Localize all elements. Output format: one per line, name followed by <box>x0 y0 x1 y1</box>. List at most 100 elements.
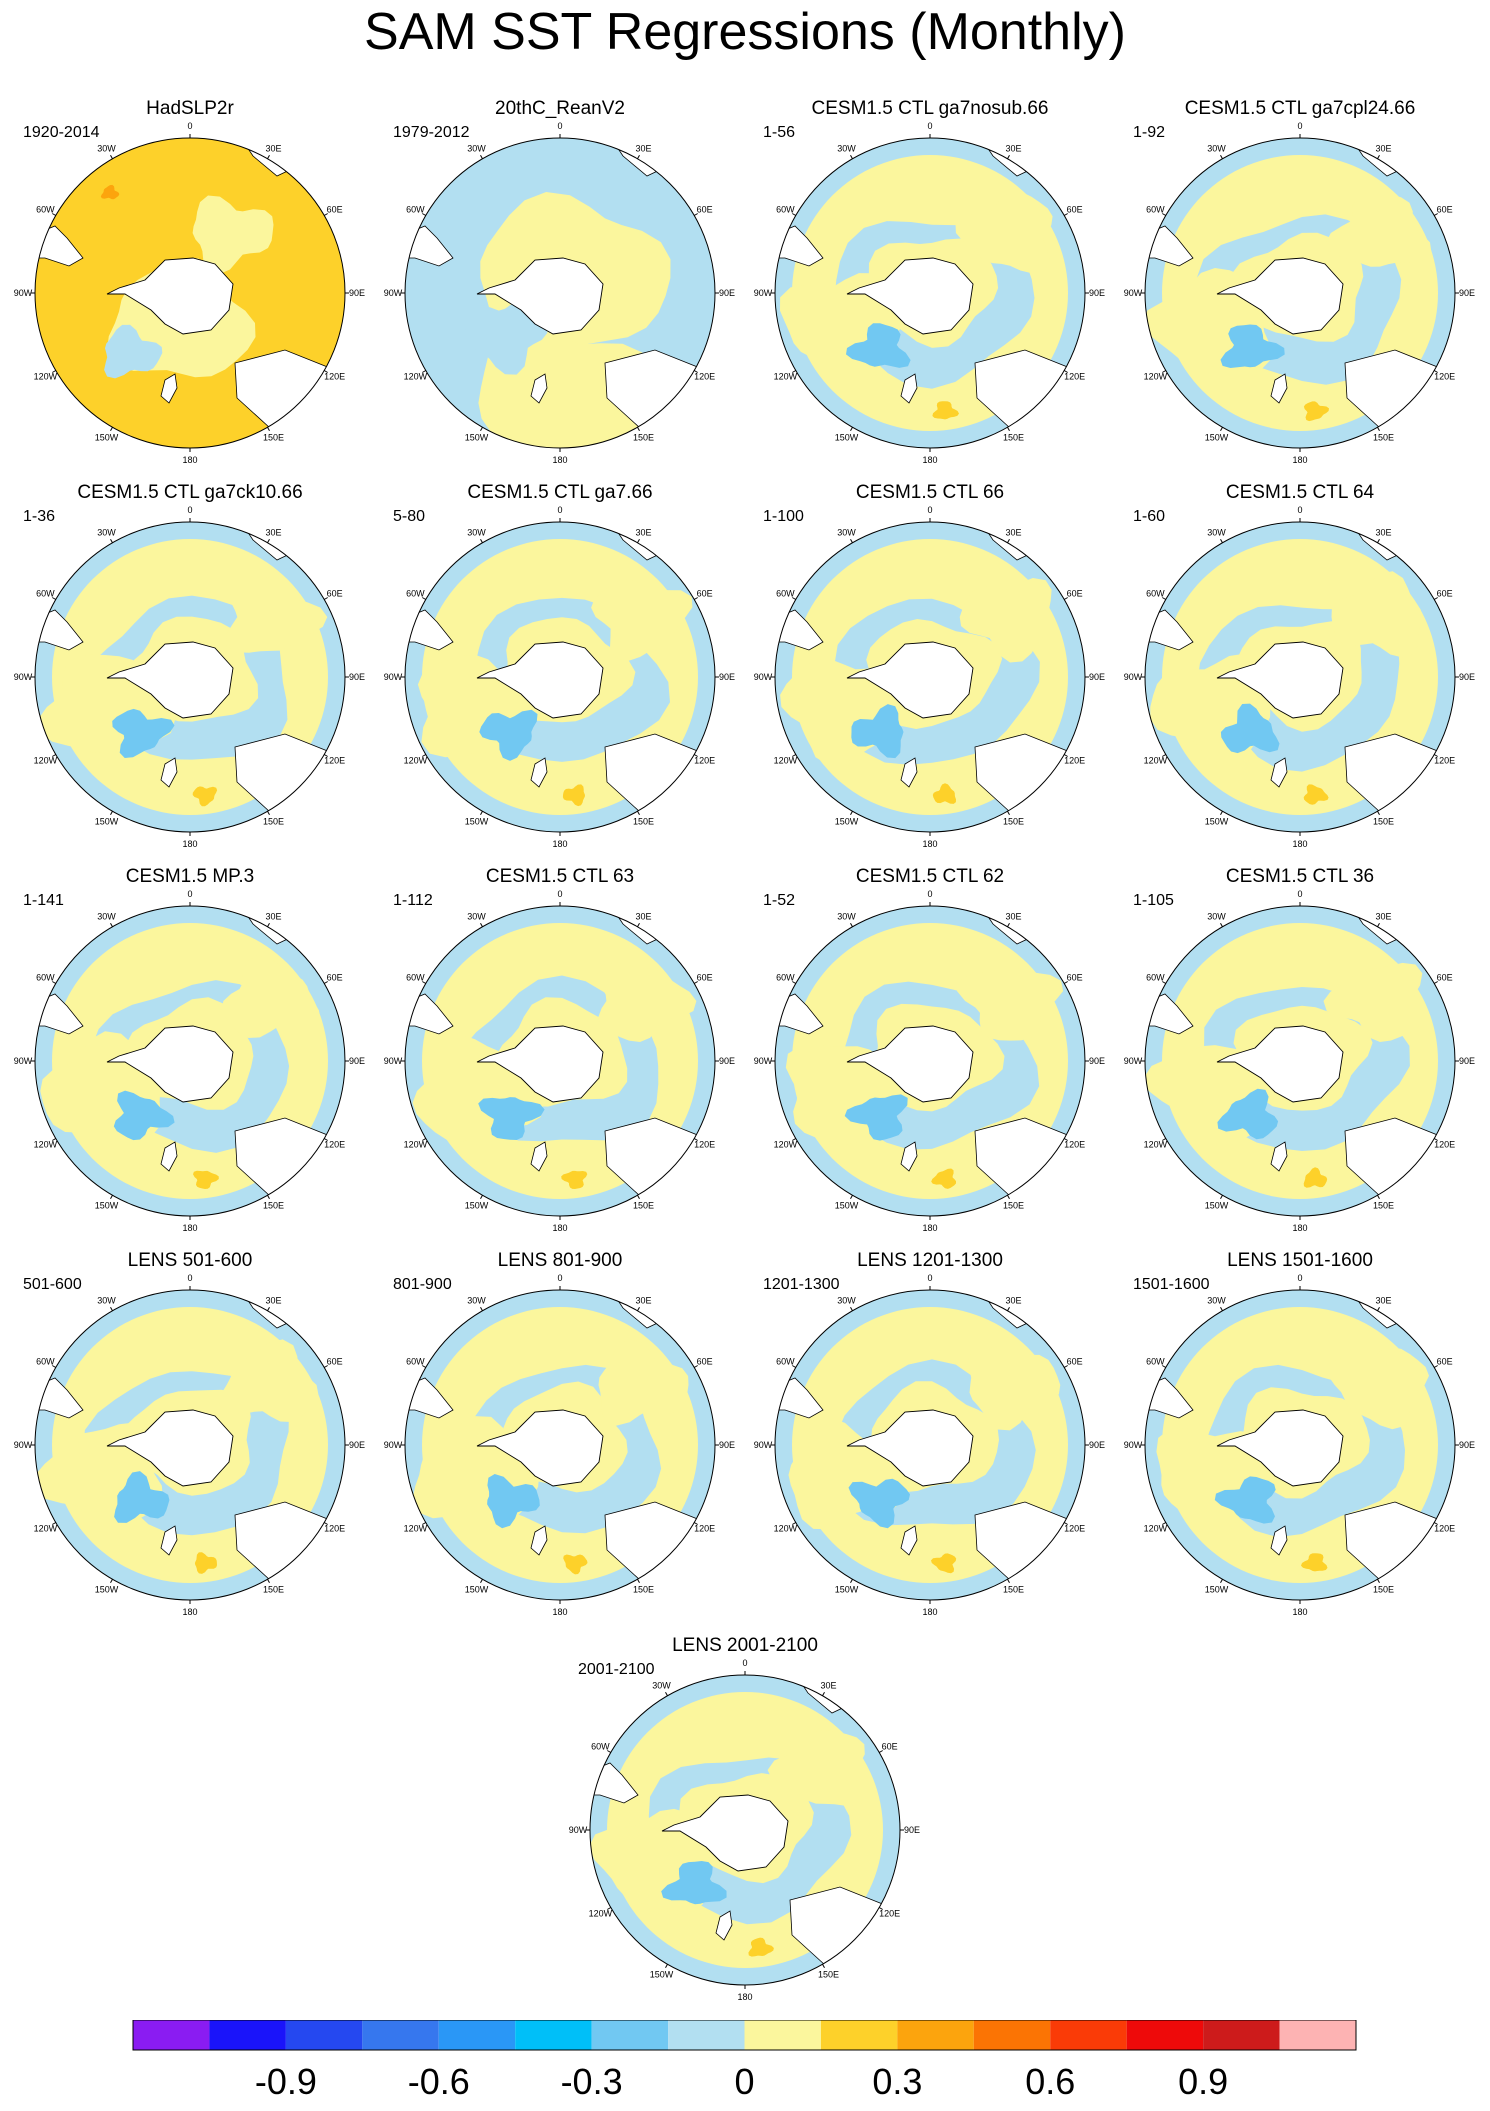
longitude-tick <box>851 1195 853 1198</box>
map-panel: CESM1.5 MP.3 1-141 0 30E 60E 90E 120E 150E 180 15… <box>15 866 365 1216</box>
colorbar-swatch <box>821 2020 897 2050</box>
longitude-label: 90W <box>384 1056 403 1066</box>
colorbar-swatch <box>1203 2020 1279 2050</box>
longitude-label: 120E <box>324 756 345 766</box>
longitude-label: 60E <box>697 589 713 599</box>
map-panel: CESM1.5 CTL ga7ck10.66 1-36 0 30E 60E 90E 120E… <box>15 482 365 832</box>
longitude-tick <box>1221 539 1223 542</box>
longitude-tick <box>638 923 640 926</box>
longitude-label: 150W <box>835 1201 859 1211</box>
polar-map: 0 30E 60E 90E 120E 150E 180 150W 120W 90W 60W 30W <box>1125 1250 1475 1600</box>
longitude-label: 60W <box>1146 589 1165 599</box>
longitude-tick <box>1008 1579 1010 1582</box>
longitude-tick <box>268 1307 270 1310</box>
map-panel: CESM1.5 CTL 63 1-112 0 30E 60E 90E 120E 150E 180… <box>385 866 735 1216</box>
longitude-label: 180 <box>737 1992 752 2002</box>
longitude-tick <box>1008 811 1010 814</box>
longitude-label: 150W <box>1205 1585 1229 1595</box>
longitude-label: 30W <box>97 1295 116 1305</box>
longitude-tick <box>1008 1307 1010 1310</box>
longitude-label: 30W <box>1207 527 1226 537</box>
longitude-label: 150W <box>835 1585 859 1595</box>
longitude-label: 30W <box>1207 911 1226 921</box>
longitude-label: 120W <box>1144 1524 1168 1534</box>
longitude-label: 120W <box>404 756 428 766</box>
longitude-label: 180 <box>182 839 197 849</box>
colorbar-swatch <box>974 2020 1050 2050</box>
longitude-label: 180 <box>552 1223 567 1233</box>
longitude-label: 60W <box>1146 973 1165 983</box>
longitude-tick <box>1378 1579 1380 1582</box>
longitude-label: 150E <box>1373 1585 1394 1595</box>
longitude-label: 30E <box>1005 911 1021 921</box>
longitude-label: 150E <box>633 1201 654 1211</box>
longitude-label: 30E <box>265 143 281 153</box>
longitude-label: 60E <box>327 205 343 215</box>
longitude-label: 60W <box>406 973 425 983</box>
longitude-label: 30E <box>1005 1295 1021 1305</box>
longitude-tick <box>481 1195 483 1198</box>
longitude-tick <box>1378 1307 1380 1310</box>
longitude-label: 180 <box>1292 839 1307 849</box>
longitude-label: 60E <box>1437 1357 1453 1367</box>
longitude-label: 30W <box>97 143 116 153</box>
longitude-label: 0 <box>1297 121 1302 131</box>
longitude-label: 180 <box>922 1607 937 1617</box>
longitude-label: 90E <box>349 672 365 682</box>
longitude-label: 120W <box>774 1140 798 1150</box>
longitude-label: 60W <box>406 589 425 599</box>
longitude-tick <box>1378 427 1380 430</box>
colorbar-swatch <box>515 2020 591 2050</box>
longitude-label: 0 <box>927 121 932 131</box>
longitude-label: 180 <box>922 839 937 849</box>
longitude-label: 150W <box>835 817 859 827</box>
longitude-label: 150W <box>95 1201 119 1211</box>
longitude-label: 30E <box>1375 911 1391 921</box>
longitude-tick <box>481 1307 483 1310</box>
longitude-label: 90W <box>14 288 33 298</box>
longitude-label: 30E <box>1375 143 1391 153</box>
longitude-tick <box>851 427 853 430</box>
longitude-label: 60E <box>1067 1357 1083 1367</box>
longitude-tick <box>638 1307 640 1310</box>
longitude-label: 180 <box>552 1607 567 1617</box>
longitude-label: 120E <box>1434 1524 1455 1534</box>
longitude-label: 120E <box>1434 372 1455 382</box>
longitude-tick <box>268 923 270 926</box>
longitude-label: 150W <box>95 817 119 827</box>
longitude-label: 60W <box>406 1357 425 1367</box>
longitude-label: 30W <box>652 1680 671 1690</box>
longitude-label: 60W <box>406 205 425 215</box>
longitude-label: 30W <box>467 527 486 537</box>
longitude-label: 60W <box>36 973 55 983</box>
longitude-tick <box>268 155 270 158</box>
longitude-tick <box>851 1579 853 1582</box>
longitude-label: 90E <box>1089 288 1105 298</box>
longitude-label: 30E <box>635 143 651 153</box>
longitude-label: 120W <box>774 756 798 766</box>
longitude-label: 120W <box>34 1140 58 1150</box>
longitude-label: 90E <box>719 1056 735 1066</box>
longitude-label: 120E <box>694 756 715 766</box>
colorbar-svg: -0.9 -0.6 -0.3 0 0.3 0.6 0.9 <box>0 2020 1490 2100</box>
longitude-label: 60E <box>697 205 713 215</box>
map-panel: CESM1.5 CTL 36 1-105 0 30E 60E 90E 120E 150E 180… <box>1125 866 1475 1216</box>
longitude-label: 90E <box>1089 1440 1105 1450</box>
longitude-label: 0 <box>557 889 562 899</box>
longitude-label: 60W <box>591 1742 610 1752</box>
colorbar-swatch <box>668 2020 744 2050</box>
longitude-label: 30E <box>635 1295 651 1305</box>
map-panel: CESM1.5 CTL 62 1-52 0 30E 60E 90E 120E 150E 180 1… <box>755 866 1105 1216</box>
colorbar-swatch <box>1050 2020 1126 2050</box>
longitude-label: 60E <box>1437 205 1453 215</box>
page-title: SAM SST Regressions (Monthly) <box>0 2 1490 62</box>
polar-map: 0 30E 60E 90E 120E 150E 180 150W 120W 90W 60W 30W <box>15 98 365 448</box>
colorbar-swatch <box>439 2020 515 2050</box>
colorbar-swatch <box>133 2020 209 2050</box>
longitude-label: 150E <box>1003 433 1024 443</box>
polar-map: 0 30E 60E 90E 120E 150E 180 150W 120W 90W 60W 30W <box>755 866 1105 1216</box>
longitude-label: 30W <box>467 143 486 153</box>
longitude-label: 150E <box>633 1585 654 1595</box>
longitude-label: 90W <box>754 288 773 298</box>
longitude-tick <box>851 923 853 926</box>
